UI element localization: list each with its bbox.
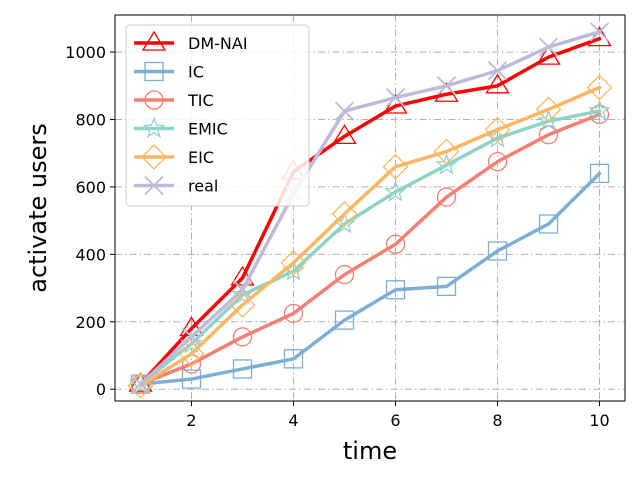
data-point-eic <box>535 96 562 123</box>
x-tick-label: 6 <box>390 411 400 430</box>
data-point-eic <box>280 249 307 276</box>
y-tick-label: 0 <box>96 380 106 399</box>
data-point-tic <box>334 264 355 285</box>
data-point-dm-nai <box>485 73 510 94</box>
data-point-eic <box>586 74 613 101</box>
series-line-ic <box>138 171 602 386</box>
y-tick-label: 200 <box>75 313 106 332</box>
axis-ticks: 2 4 6 8 10 0 200 400 600 800 1000 <box>65 43 609 430</box>
legend-label-emic: EMIC <box>188 120 228 139</box>
data-point-eic <box>178 340 205 367</box>
data-point-real <box>232 280 253 300</box>
data-point-real <box>385 87 406 108</box>
data-point-real <box>130 374 151 394</box>
y-tick-label: 600 <box>75 178 106 197</box>
legend-label-tic: TIC <box>187 91 214 110</box>
data-point-emic <box>537 109 560 131</box>
data-point-ic <box>436 276 457 297</box>
data-point-eic <box>382 153 409 180</box>
legend-entry-emic: EMIC <box>134 116 228 139</box>
data-point-emic <box>231 282 254 305</box>
legend-entry-dm-nai: DM-NAI <box>134 30 248 53</box>
data-point-eic <box>433 138 460 165</box>
legend-entry-tic: TIC <box>134 90 214 110</box>
data-point-emic <box>384 180 407 202</box>
legend-entry-real: real <box>134 175 218 196</box>
data-point-eic <box>484 116 511 143</box>
data-point-real <box>589 22 610 42</box>
data-point-ic <box>334 310 355 330</box>
legend-label-dm-nai: DM-NAI <box>188 34 248 53</box>
data-point-real <box>538 37 559 57</box>
data-point-tic <box>283 303 304 323</box>
series-group <box>127 22 613 399</box>
legend-marker-ic <box>144 61 164 82</box>
data-point-eic <box>229 292 256 318</box>
data-point-dm-nai <box>536 44 561 65</box>
y-axis-label: activate users <box>24 123 52 293</box>
series-line-emic <box>138 109 602 386</box>
x-tick-label: 4 <box>288 411 298 430</box>
y-tick-label: 400 <box>75 245 106 264</box>
data-point-emic <box>588 99 611 121</box>
data-point-tic <box>385 234 406 254</box>
x-tick-label: 2 <box>186 411 196 430</box>
data-point-real <box>181 327 202 347</box>
x-tick-label: 10 <box>589 411 609 430</box>
data-point-ic <box>487 241 508 261</box>
data-point-ic <box>385 280 406 300</box>
legend-marker-eic <box>141 144 167 170</box>
x-axis-label: time <box>343 437 397 465</box>
x-tick-label: 8 <box>492 411 502 430</box>
data-point-real <box>334 101 355 121</box>
series-ic <box>130 163 610 394</box>
legend: DM-NAI IC TIC EMIC EIC real <box>125 24 310 207</box>
series-line-real <box>138 30 602 386</box>
plot-frame <box>114 14 626 402</box>
data-point-tic <box>232 327 253 347</box>
y-tick-label: 1000 <box>65 43 106 62</box>
data-point-ic <box>232 359 253 379</box>
legend-entry-ic: IC <box>134 61 204 82</box>
data-point-ic <box>589 163 610 184</box>
legend-marker-real <box>144 175 164 196</box>
data-point-real <box>436 76 457 96</box>
legend-entry-eic: EIC <box>134 144 214 170</box>
legend-marker-dm-nai <box>141 30 167 51</box>
y-tick-label: 800 <box>75 111 106 130</box>
data-point-real <box>487 60 508 81</box>
data-point-tic <box>436 187 457 207</box>
data-point-ic <box>538 214 559 234</box>
data-point-eic <box>331 200 358 227</box>
legend-label-eic: EIC <box>188 148 214 167</box>
legend-label-ic: IC <box>188 63 204 82</box>
data-point-tic <box>487 151 508 172</box>
legend-label-real: real <box>188 177 218 196</box>
data-point-dm-nai <box>332 124 357 145</box>
data-point-ic <box>283 349 304 369</box>
series-line-tic <box>138 112 602 386</box>
legend-marker-tic <box>144 90 164 110</box>
series-eic <box>127 74 613 399</box>
data-point-eic <box>127 372 154 399</box>
series-line-dm-nai <box>138 36 602 386</box>
data-point-emic <box>435 153 458 175</box>
data-point-ic <box>181 369 202 389</box>
legend-marker-emic <box>142 116 166 139</box>
data-point-emic <box>180 331 203 354</box>
series-line-eic <box>138 85 602 388</box>
